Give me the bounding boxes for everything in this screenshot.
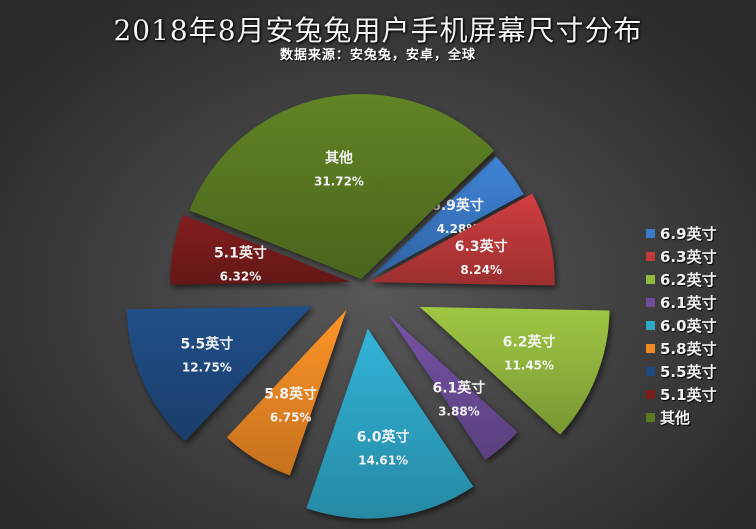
legend-item: 其他 [646,406,717,429]
legend-label: 5.5英寸 [660,363,717,381]
legend-label: 5.8英寸 [660,340,717,358]
slice-value-label: 6.32% [220,270,262,284]
legend-swatch [646,252,655,261]
pie-slice-6.3英寸 [369,193,555,286]
pie-slice-6.2英寸 [419,306,610,435]
slice-category-label: 6.1英寸 [432,380,485,397]
slice-value-label: 31.72% [314,175,364,189]
legend-label: 6.0英寸 [660,317,717,335]
slice-category-label: 6.9英寸 [431,197,484,214]
slice-category-label: 6.0英寸 [357,428,410,445]
pie-slice-6.9英寸 [370,156,524,279]
slice-category-label: 5.5英寸 [180,336,233,353]
slice-category-label: 6.3英寸 [455,238,508,255]
chart-subtitle: 数据来源：安兔兔，安卓，全球 [279,48,476,63]
legend: 6.9英寸 6.3英寸 6.2英寸 6.1英寸 6.0英寸 5.8英寸 5.5英寸 5.1英寸… [646,222,717,429]
legend-item: 6.1英寸 [646,291,717,314]
pie-slice-5.1英寸 [170,214,351,285]
legend-item: 6.3英寸 [646,245,717,268]
legend-swatch [646,344,655,353]
legend-swatch [646,367,655,376]
slice-value-label: 14.61% [358,453,408,467]
legend-swatch [646,390,655,399]
slice-value-label: 3.88% [438,405,480,419]
pie-slice-其他 [189,94,495,280]
legend-label: 6.2英寸 [660,271,717,289]
legend-label: 6.9英寸 [660,225,717,243]
legend-item: 5.1英寸 [646,383,717,406]
legend-label: 5.1英寸 [660,386,717,404]
slice-value-label: 11.45% [504,358,554,372]
legend-item: 6.0英寸 [646,314,717,337]
pie-slice-5.5英寸 [126,306,312,442]
chart-title: 2018年8月安兔兔用户手机屏幕尺寸分布 [113,14,643,47]
legend-swatch [646,321,655,330]
legend-item: 5.8英寸 [646,337,717,360]
slice-category-label: 其他 [325,150,353,167]
slice-value-label: 12.75% [182,361,232,375]
slice-value-label: 6.75% [270,411,312,425]
legend-item: 6.9英寸 [646,222,717,245]
legend-swatch [646,275,655,284]
pie-slice-6.0英寸 [306,328,474,519]
legend-label: 6.3英寸 [660,248,717,266]
legend-label: 其他 [660,409,691,427]
legend-swatch [646,298,655,307]
legend-swatch [646,229,655,238]
pie-slice-5.8英寸 [226,309,347,476]
slice-value-label: 8.24% [460,263,502,277]
slice-category-label: 5.8英寸 [264,386,317,403]
slice-category-label: 5.1英寸 [214,245,267,262]
legend-swatch [646,413,655,422]
slice-category-label: 6.2英寸 [503,333,556,350]
pie-slice-6.1英寸 [388,314,518,460]
legend-item: 6.2英寸 [646,268,717,291]
legend-item: 5.5英寸 [646,360,717,383]
legend-label: 6.1英寸 [660,294,717,312]
